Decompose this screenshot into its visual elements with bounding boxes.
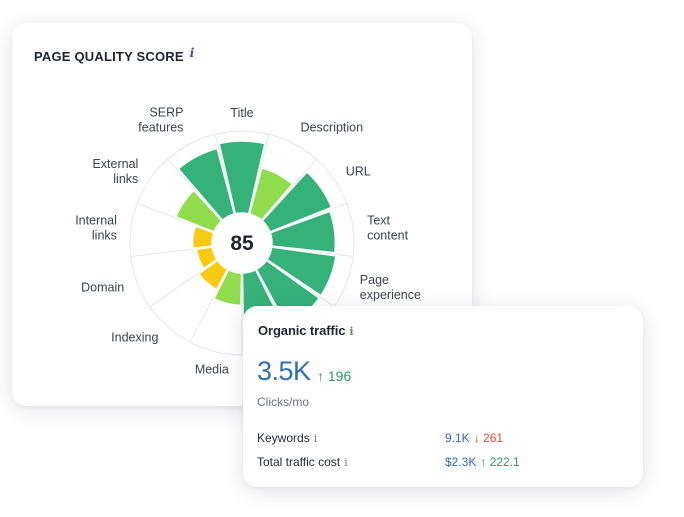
- segment-internal-links[interactable]: [191, 225, 215, 250]
- keywords-value-row: 9.1K ↓ 261: [445, 431, 503, 445]
- segment-description[interactable]: [248, 167, 294, 222]
- traffic-cost-value: $2.3K: [445, 455, 477, 469]
- segment-label-title: Title: [230, 106, 253, 120]
- segment-url[interactable]: [261, 170, 333, 233]
- organic-traffic-title: Organic traffic i: [258, 323, 354, 338]
- score-center: [213, 214, 271, 272]
- traffic-cost-label: Total traffic cost i: [257, 455, 348, 469]
- keywords-delta: ↓ 261: [473, 431, 504, 445]
- segment-serp-features[interactable]: [177, 147, 236, 222]
- segment-label-indexing: Indexing: [111, 330, 158, 344]
- page-quality-card: PAGE QUALITY SCORE i 85 Title Description UR…: [12, 23, 472, 406]
- segment-label-media: Media: [195, 362, 229, 376]
- quality-radial-chart: 85 Title Description URL Text content Page expe…: [75, 105, 421, 376]
- keywords-label: Keywords i: [257, 431, 317, 445]
- segment-text-content[interactable]: [269, 210, 337, 254]
- clicks-delta: ↑ 196: [317, 368, 352, 384]
- info-icon[interactable]: i: [189, 46, 195, 60]
- info-icon[interactable]: i: [344, 456, 348, 469]
- segment-label-text-content: Text content: [367, 213, 409, 242]
- segment-label-domain: Domain: [81, 281, 124, 295]
- keywords-value: 9.1K: [445, 431, 470, 445]
- segment-label-external-links: External links: [92, 157, 138, 186]
- traffic-cost-value-row: $2.3K ↑ 222.1: [445, 455, 520, 469]
- keywords-label-text: Keywords: [257, 431, 310, 445]
- segment-label-url: URL: [346, 164, 371, 178]
- organic-traffic-card: Organic traffic i 3.5K ↑ 196 Clicks/mo Ke…: [243, 306, 643, 487]
- info-icon[interactable]: i: [349, 325, 354, 338]
- segment-label-serp-features: SERP features: [138, 105, 183, 134]
- info-icon[interactable]: i: [313, 432, 318, 445]
- segment-domain[interactable]: [195, 246, 219, 270]
- page-quality-title: PAGE QUALITY SCORE i: [34, 46, 195, 64]
- traffic-cost-label-text: Total traffic cost: [257, 455, 341, 469]
- quality-score-value: 85: [230, 232, 254, 255]
- traffic-cost-delta: ↑ 222.1: [480, 455, 520, 469]
- clicks-unit: Clicks/mo: [257, 395, 310, 409]
- segment-page-experience[interactable]: [265, 246, 337, 297]
- segment-media[interactable]: [212, 268, 243, 307]
- segment-label-description: Description: [301, 120, 364, 134]
- organic-traffic-title-text: Organic traffic: [258, 323, 346, 338]
- segment-label-page-experience: Page experience: [360, 273, 421, 302]
- segment-label-internal-links: Internal links: [75, 213, 117, 242]
- page-quality-title-text: PAGE QUALITY SCORE: [34, 49, 184, 64]
- segment-title[interactable]: [218, 140, 266, 215]
- clicks-value: 3.5K: [257, 356, 311, 386]
- segment-external-links[interactable]: [175, 189, 223, 233]
- segment-indexing[interactable]: [197, 259, 229, 291]
